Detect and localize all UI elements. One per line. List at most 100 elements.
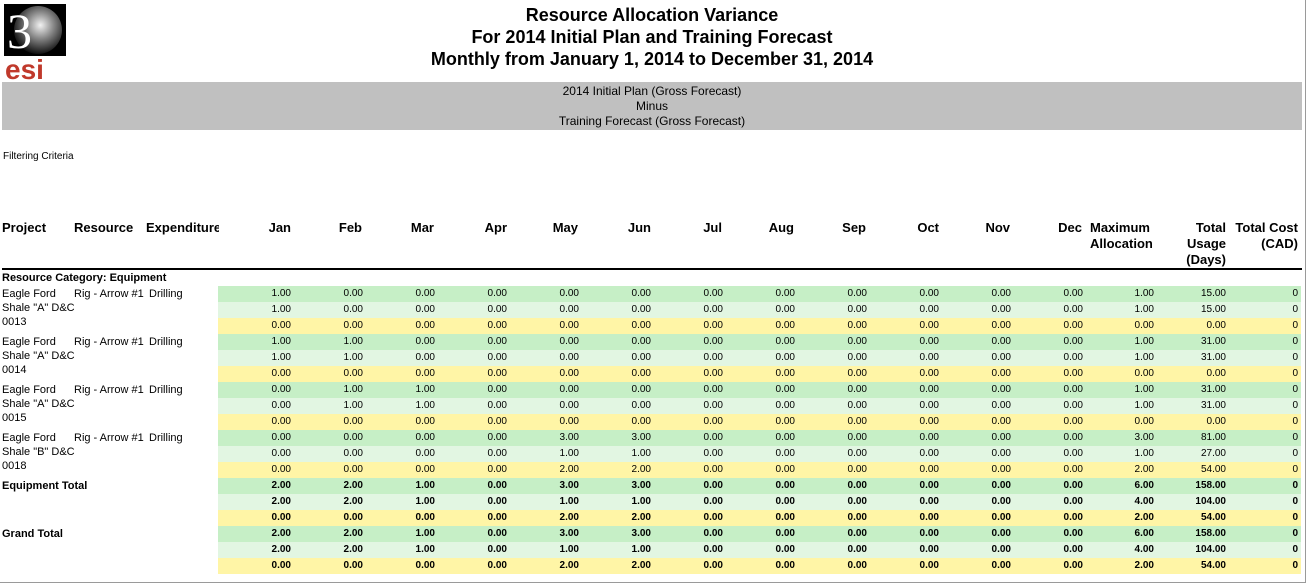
table-cell: 0.00 xyxy=(847,368,867,379)
table-cell: 2.00 xyxy=(343,528,363,539)
col-header-jun: Jun xyxy=(627,220,651,235)
table-cell: 1.00 xyxy=(415,480,435,491)
table-cell: 0.00 xyxy=(919,528,939,539)
table-cell: 1.00 xyxy=(1134,448,1154,459)
table-cell: 0.00 xyxy=(415,512,435,523)
table-cell: 0.00 xyxy=(847,320,867,331)
table-cell: 2.00 xyxy=(559,464,579,475)
table-cell: 0.00 xyxy=(487,464,507,475)
table-cell: 0.00 xyxy=(487,352,507,363)
table-cell: 0.00 xyxy=(991,384,1011,395)
table-cell: 0.00 xyxy=(919,560,939,571)
col-header-sep: Sep xyxy=(842,220,866,235)
table-cell: 0.00 xyxy=(1063,368,1083,379)
col-header-aug: Aug xyxy=(768,220,794,235)
table-cell: 0.00 xyxy=(559,304,579,315)
table-cell: 0 xyxy=(1292,544,1298,555)
comparison-band: 2014 Initial Plan (Gross Forecast) Minus… xyxy=(2,82,1302,130)
table-cell: 0.00 xyxy=(847,560,867,571)
table-cell: 1.00 xyxy=(343,400,363,411)
table-cell: 0.00 xyxy=(271,512,291,523)
table-cell: 31.00 xyxy=(1200,336,1226,347)
table-cell: 0.00 xyxy=(775,336,795,347)
table-cell: 0.00 xyxy=(703,432,723,443)
table-cell: 0.00 xyxy=(775,368,795,379)
table-cell: 104.00 xyxy=(1195,496,1226,507)
table-cell: 0.00 xyxy=(559,416,579,427)
project-label: Shale "A" D&C xyxy=(2,350,75,362)
table-cell: 1.00 xyxy=(1134,384,1154,395)
table-cell: 0.00 xyxy=(847,288,867,299)
table-cell: 0.00 xyxy=(847,480,867,491)
table-cell: 0 xyxy=(1292,288,1298,299)
table-cell: 0.00 xyxy=(487,512,507,523)
col-header-oct: Oct xyxy=(917,220,939,235)
col-header-feb: Feb xyxy=(338,220,362,235)
table-cell: 0.00 xyxy=(631,416,651,427)
table-cell: 0.00 xyxy=(487,448,507,459)
table-cell: 0.00 xyxy=(991,320,1011,331)
table-cell: 0.00 xyxy=(991,480,1011,491)
project-label: Shale "B" D&C xyxy=(2,446,75,458)
table-cell: 1.00 xyxy=(343,352,363,363)
table-cell: 0.00 xyxy=(919,384,939,395)
table-cell: 158.00 xyxy=(1195,528,1226,539)
table-cell: 0.00 xyxy=(415,320,435,331)
table-cell: 0.00 xyxy=(487,320,507,331)
table-cell: 0.00 xyxy=(919,400,939,411)
table-cell: 2.00 xyxy=(631,512,651,523)
table-cell: 0.00 xyxy=(703,384,723,395)
table-cell: 0.00 xyxy=(1134,320,1154,331)
table-cell: 0.00 xyxy=(775,480,795,491)
table-cell: 2.00 xyxy=(1134,512,1154,523)
table-cell: 0.00 xyxy=(703,352,723,363)
table-cell: 0 xyxy=(1292,400,1298,411)
table-cell: 0.00 xyxy=(919,352,939,363)
table-cell: 6.00 xyxy=(1134,480,1154,491)
table-cell: 0.00 xyxy=(703,560,723,571)
table-cell: 0.00 xyxy=(1134,368,1154,379)
table-cell: 0.00 xyxy=(847,464,867,475)
project-label: 0013 xyxy=(2,316,27,328)
table-cell: 1.00 xyxy=(559,544,579,555)
table-cell: 0.00 xyxy=(559,336,579,347)
expenditure-label: Drilling xyxy=(149,384,183,396)
col-header-jul: Jul xyxy=(703,220,722,235)
report-subtitle: For 2014 Initial Plan and Training Forec… xyxy=(471,27,833,47)
table-cell: 0.00 xyxy=(775,304,795,315)
table-cell: 0.00 xyxy=(1063,352,1083,363)
table-cell: 0.00 xyxy=(919,304,939,315)
row-background xyxy=(218,350,1301,366)
table-cell: 0.00 xyxy=(991,528,1011,539)
table-cell: 0.00 xyxy=(703,480,723,491)
table-cell: 0.00 xyxy=(991,496,1011,507)
table-cell: 0.00 xyxy=(487,368,507,379)
project-label: Grand Total xyxy=(2,528,63,540)
table-cell: 0.00 xyxy=(991,512,1011,523)
table-cell: 0.00 xyxy=(919,464,939,475)
expenditure-label: Drilling xyxy=(149,288,183,300)
row-background xyxy=(218,446,1301,462)
table-cell: 0.00 xyxy=(919,480,939,491)
table-cell: 0.00 xyxy=(703,448,723,459)
table-cell: 0.00 xyxy=(775,448,795,459)
table-cell: 0.00 xyxy=(631,400,651,411)
project-label: Eagle Ford xyxy=(2,288,56,300)
table-cell: 0.00 xyxy=(1206,416,1226,427)
table-cell: 2.00 xyxy=(559,512,579,523)
table-cell: 0.00 xyxy=(1063,304,1083,315)
band-line-plan: 2014 Initial Plan (Gross Forecast) xyxy=(562,84,742,98)
table-cell: 0.00 xyxy=(991,336,1011,347)
table-cell: 0 xyxy=(1292,320,1298,331)
table-cell: 0.00 xyxy=(847,496,867,507)
table-cell: 1.00 xyxy=(415,528,435,539)
row-background xyxy=(218,558,1301,574)
row-background xyxy=(218,382,1301,398)
table-cell: 3.00 xyxy=(631,432,651,443)
col-header-expenditure: Expenditure xyxy=(146,220,219,235)
table-cell: 0.00 xyxy=(919,336,939,347)
col-header-apr: Apr xyxy=(484,220,507,235)
table-cell: 1.00 xyxy=(343,336,363,347)
table-cell: 0.00 xyxy=(487,400,507,411)
